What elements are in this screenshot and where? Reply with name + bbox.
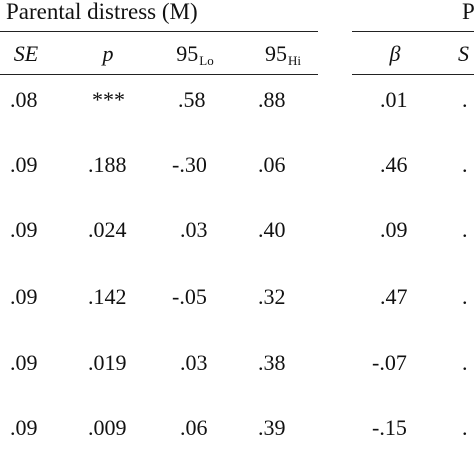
cell-95-hi: .32: [258, 284, 286, 309]
cell-95-lo: .03: [180, 350, 208, 375]
group-title-parental-distress-m: Parental distress (M): [6, 0, 198, 24]
cell-partial: .: [462, 415, 468, 440]
cell-p: .019: [88, 350, 127, 375]
cell-beta: .09: [380, 217, 408, 242]
cell-p: ***: [92, 87, 125, 112]
header-rule-right: [352, 74, 474, 75]
cell-partial: .: [462, 87, 468, 112]
cell-95-hi: .38: [258, 350, 286, 375]
cell-p: .188: [88, 152, 127, 177]
cell-partial: .: [462, 217, 468, 242]
cell-beta: .01: [380, 87, 408, 112]
cell-95-hi: .39: [258, 415, 286, 440]
cell-95-lo: .06: [180, 415, 208, 440]
col-header-95-hi: 95Hi: [265, 41, 301, 68]
cell-95-hi: .06: [258, 152, 286, 177]
col-header-se: SE: [13, 41, 39, 66]
cell-p: .142: [88, 284, 127, 309]
cell-95-lo: .03: [180, 217, 208, 242]
cell-partial: .: [462, 284, 468, 309]
cell-p: .024: [88, 217, 127, 242]
group-rule-left: [0, 31, 318, 32]
col-header-p: p: [102, 41, 114, 66]
cell-95-lo: -.30: [172, 152, 207, 177]
cell-se: .09: [10, 350, 38, 375]
cell-p: .009: [88, 415, 127, 440]
header-rule-left: [0, 74, 318, 75]
cell-95-lo: -.05: [172, 284, 207, 309]
cell-95-lo: .58: [178, 87, 206, 112]
cell-partial: .: [462, 350, 468, 375]
cell-se: .08: [10, 87, 38, 112]
cell-beta: -.07: [372, 350, 407, 375]
col-header-se-partial: S: [458, 41, 469, 66]
cell-beta: -.15: [372, 415, 407, 440]
cell-se: .09: [10, 152, 38, 177]
group-title-partial: P: [462, 0, 474, 24]
cell-95-hi: .88: [258, 87, 286, 112]
col-header-95-lo: 95Lo: [176, 41, 214, 68]
cell-se: .09: [10, 284, 38, 309]
cell-se: .09: [10, 217, 38, 242]
cell-partial: .: [462, 152, 468, 177]
cell-se: .09: [10, 415, 38, 440]
col-header-beta: β: [389, 41, 401, 66]
cell-95-hi: .40: [258, 217, 286, 242]
group-rule-right: [352, 31, 474, 32]
cell-beta: .47: [380, 284, 408, 309]
cell-beta: .46: [380, 152, 408, 177]
